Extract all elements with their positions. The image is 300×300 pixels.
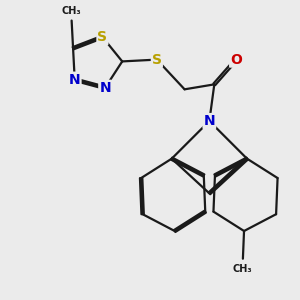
- Text: CH₃: CH₃: [61, 6, 81, 16]
- Text: N: N: [69, 73, 80, 87]
- Text: S: S: [98, 30, 107, 44]
- Text: N: N: [99, 81, 111, 95]
- Text: S: S: [152, 52, 162, 67]
- Text: N: N: [203, 114, 215, 128]
- Text: CH₃: CH₃: [233, 264, 252, 274]
- Text: O: O: [230, 52, 242, 67]
